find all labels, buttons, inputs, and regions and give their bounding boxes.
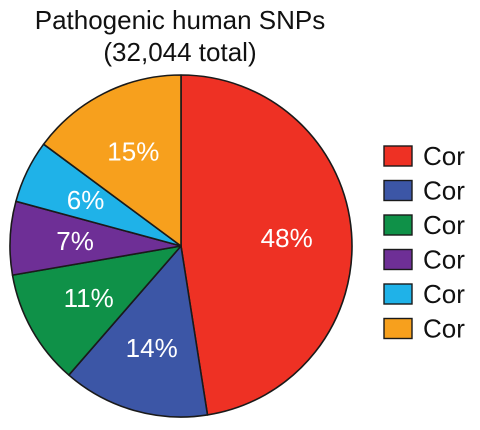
pie-slice-label-3: 11% (64, 283, 114, 313)
legend-swatch-3 (383, 214, 413, 236)
legend-label-4: Cor (423, 245, 465, 275)
pie-slice-2 (68, 245, 209, 418)
pie-slice-label-6: 15% (107, 136, 159, 166)
pie-slice-label-5: 6% (67, 185, 105, 215)
pie-slice-label-2: 14% (126, 333, 178, 363)
legend-label-1: Cor (423, 141, 465, 171)
pie-slice-1 (180, 74, 353, 416)
legend-label-3: Cor (423, 210, 465, 240)
legend-swatch-5 (383, 283, 413, 305)
legend-swatch-1 (383, 145, 413, 167)
pie-slice-3 (11, 245, 182, 376)
chart-title: Pathogenic human SNPs (35, 5, 326, 35)
legend-label-2: Cor (423, 176, 465, 206)
pie-slice-label-1: 48% (261, 223, 313, 253)
pie-slice-label-4: 7% (56, 226, 94, 256)
pie-slice-6 (42, 74, 182, 247)
legend-label-6: Cor (423, 314, 465, 344)
legend-swatch-2 (383, 179, 413, 202)
legend-swatch-6 (383, 317, 413, 340)
legend-label-5: Cor (423, 279, 465, 309)
legend-swatch-4 (383, 248, 413, 271)
chart-legend: Cor Cor Cor Cor Cor Cor (383, 141, 465, 344)
chart-subtitle: (32,044 total) (103, 37, 256, 67)
pie-slices (9, 74, 353, 418)
pie-slice-labels: 48% 14% 11% 7% 6%15% (56, 136, 312, 363)
